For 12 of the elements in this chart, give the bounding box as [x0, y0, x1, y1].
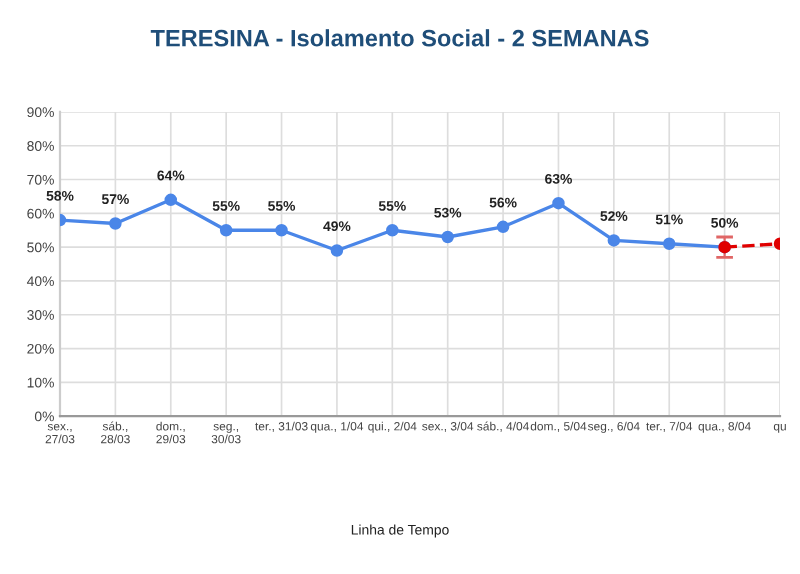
point	[164, 193, 178, 207]
point	[330, 244, 344, 257]
point	[607, 234, 621, 247]
point	[441, 230, 454, 244]
point	[552, 196, 565, 210]
point	[275, 223, 288, 237]
chart-title: TERESINA - Isolamento Social - 2 SEMANAS	[150, 29, 649, 47]
point	[219, 223, 233, 237]
point	[386, 223, 399, 237]
point	[496, 220, 510, 234]
point	[109, 217, 122, 230]
point	[662, 237, 676, 251]
